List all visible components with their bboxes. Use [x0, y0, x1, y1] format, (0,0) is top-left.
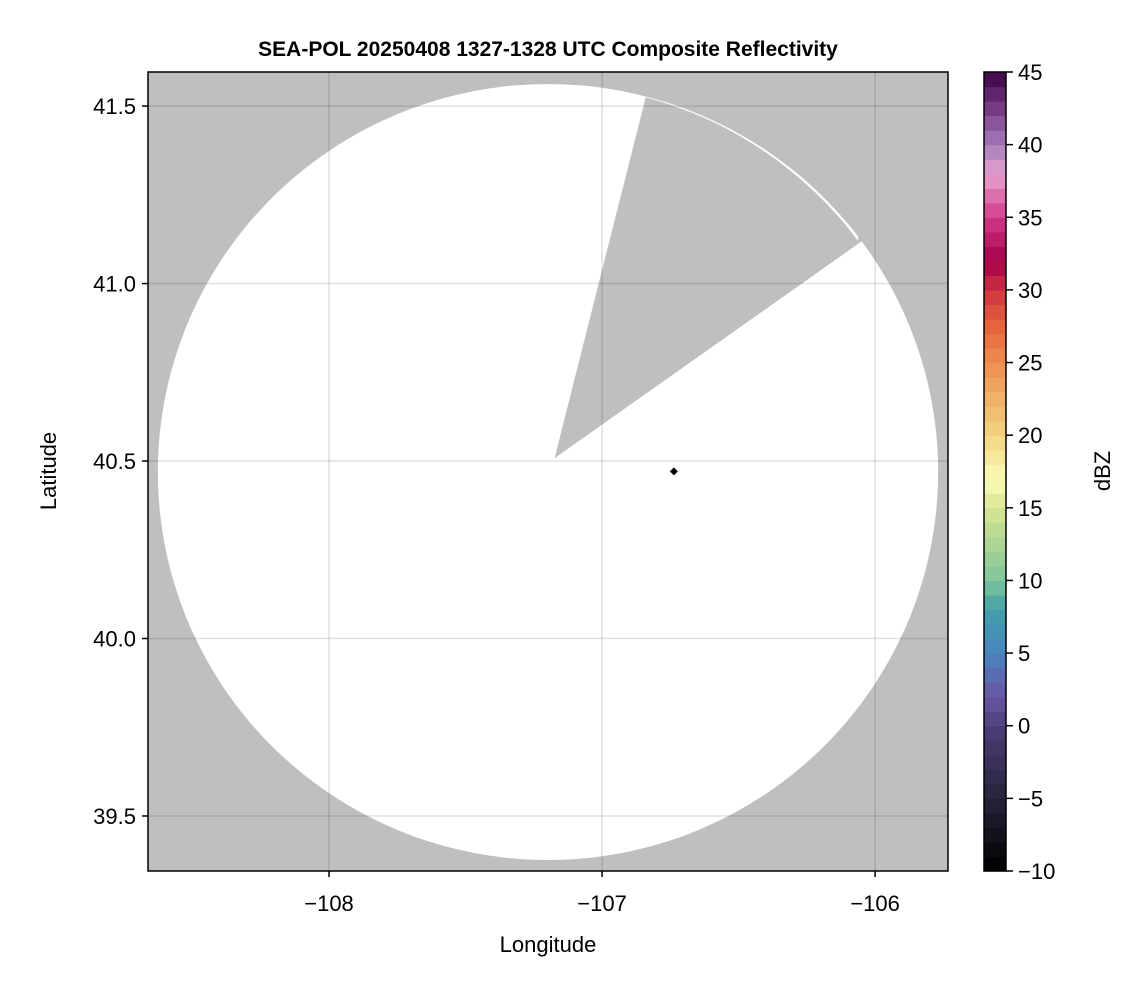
y-axis: 39.5 40.0 40.5 41.0 41.5	[93, 94, 148, 829]
colorbar-bin	[984, 348, 1006, 364]
colorbar-bin	[984, 275, 1006, 291]
colorbar-bin	[984, 333, 1006, 349]
colorbar-bin	[984, 159, 1006, 175]
colorbar-label: dBZ	[1090, 451, 1115, 491]
colorbar-tick-label: −5	[1018, 786, 1043, 811]
colorbar-bin	[984, 217, 1006, 233]
colorbar-bin	[984, 841, 1006, 858]
colorbar-bin	[984, 115, 1006, 131]
colorbar-bin	[984, 536, 1006, 552]
y-tick-label: 40.0	[93, 627, 136, 652]
colorbar-bin	[984, 86, 1006, 102]
colorbar-bin	[984, 260, 1006, 276]
y-axis-label: Latitude	[36, 432, 61, 510]
colorbar-bin	[984, 420, 1006, 436]
colorbar-tick-label: 10	[1018, 568, 1042, 593]
plot-content	[148, 72, 948, 871]
colorbar-bin	[984, 638, 1006, 654]
colorbar-bin	[984, 246, 1006, 262]
colorbar-bin	[984, 304, 1006, 320]
x-tick-label: −108	[304, 891, 354, 916]
colorbar-tick-label: 35	[1018, 205, 1042, 230]
colorbar-bin	[984, 725, 1006, 741]
colorbar-bin	[984, 464, 1006, 480]
plot-frame	[147, 71, 949, 872]
colorbar-bin	[984, 72, 1006, 88]
colorbar-bin	[984, 377, 1006, 393]
colorbar-bin	[984, 493, 1006, 509]
colorbar-bin	[984, 144, 1006, 160]
colorbar-frame	[983, 71, 1007, 872]
colorbar-bin	[984, 856, 1006, 872]
colorbar-bin	[984, 188, 1006, 204]
colorbar-bin	[984, 609, 1006, 625]
colorbar-tick-label: 15	[1018, 496, 1042, 521]
colorbar-bin	[984, 827, 1006, 843]
colorbar-bin	[984, 435, 1006, 451]
radar-site-marker	[669, 467, 678, 476]
colorbar-tick-label: 30	[1018, 278, 1042, 303]
x-axis-label: Longitude	[500, 932, 597, 957]
colorbar-bin	[984, 565, 1006, 582]
colorbar-bin	[984, 711, 1006, 727]
colorbar-bin	[984, 551, 1006, 567]
colorbar-bin	[984, 406, 1006, 422]
colorbar-bin	[984, 696, 1006, 712]
colorbar-tick-label: −10	[1018, 859, 1055, 884]
y-tick-label: 39.5	[93, 804, 136, 829]
colorbar-bin	[984, 769, 1006, 785]
colorbar-tick-label: 45	[1018, 60, 1042, 85]
colorbar-bin	[984, 740, 1006, 756]
colorbar-bin	[984, 478, 1006, 494]
colorbar-tick-label: 5	[1018, 641, 1030, 666]
blocked-sector	[554, 97, 863, 459]
colorbar-bin	[984, 653, 1006, 669]
colorbar-tick-label: 25	[1018, 351, 1042, 376]
y-tick-label: 41.0	[93, 272, 136, 297]
colorbar-bin	[984, 101, 1006, 117]
y-tick-label: 41.5	[93, 94, 136, 119]
colorbar-bin	[984, 391, 1006, 407]
colorbar-bin	[984, 507, 1006, 523]
colorbar-bin	[984, 624, 1006, 640]
colorbar-bin	[984, 682, 1006, 698]
colorbar-bin	[984, 522, 1006, 538]
colorbar-bin	[984, 449, 1006, 465]
x-tick-label: −107	[577, 891, 627, 916]
colorbar-bin	[984, 130, 1006, 146]
colorbar-bin	[984, 754, 1006, 770]
colorbar: −10 −5 0 5 10 15 20 25 30 35 40 45	[983, 60, 1055, 884]
colorbar-bin	[984, 594, 1006, 611]
x-axis: −108 −107 −106	[304, 871, 900, 916]
plot-area	[147, 71, 949, 872]
colorbar-bin	[984, 173, 1006, 189]
y-tick-label: 40.5	[93, 449, 136, 474]
colorbar-bin	[984, 231, 1006, 247]
colorbar-bin	[984, 289, 1006, 306]
colorbar-bin	[984, 812, 1006, 829]
colorbar-bin	[984, 202, 1006, 218]
colorbar-bin	[984, 798, 1006, 814]
colorbar-bin	[984, 667, 1006, 683]
colorbar-tick-label: 40	[1018, 133, 1042, 158]
colorbar-bin	[984, 783, 1006, 799]
colorbar-bin	[984, 318, 1006, 335]
colorbar-tick-label: 20	[1018, 423, 1042, 448]
colorbar-bin	[984, 362, 1006, 378]
x-tick-label: −106	[850, 891, 900, 916]
colorbar-bin	[984, 580, 1006, 596]
colorbar-tick-label: 0	[1018, 714, 1030, 739]
chart-title: SEA-POL 20250408 1327-1328 UTC Composite…	[258, 38, 838, 61]
